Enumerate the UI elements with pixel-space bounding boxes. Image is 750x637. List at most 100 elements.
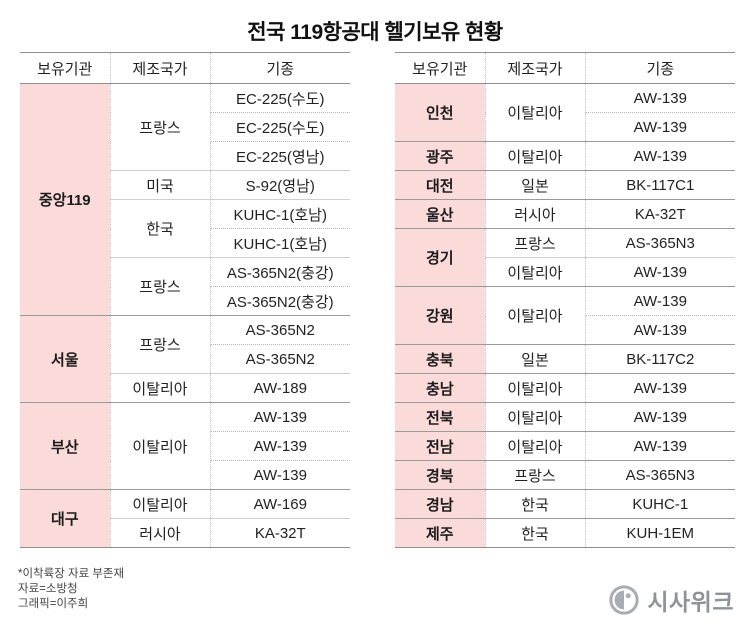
table-row: 중앙119 프랑스 EC-225(수도) xyxy=(20,83,350,316)
org-cell: 전북 xyxy=(395,402,485,432)
header-row: 보유기관 제조국가 기종 xyxy=(20,52,350,84)
country-cell: 프랑스 xyxy=(109,83,210,171)
table-row: EC-225(수도) xyxy=(20,112,350,142)
model-cell: KUHC-1(호남) xyxy=(209,199,350,229)
table-row: 이탈리아 AW-189 xyxy=(20,373,350,403)
country-cell: 이탈리아 xyxy=(484,141,585,171)
left-table: 보유기관 제조국가 기종 중앙119 프랑스 EC-225(수도) EC-225(수도) EC… xyxy=(20,52,350,548)
column-header: 기종 xyxy=(209,52,350,84)
org-cell: 울산 xyxy=(395,199,485,229)
org-cell: 경남 xyxy=(395,489,485,519)
table-row: 전남 이탈리아 AW-139 xyxy=(395,431,735,461)
model-cell: AS-365N3 xyxy=(584,228,735,258)
org-cell: 충남 xyxy=(395,373,485,403)
model-cell: AS-365N2 xyxy=(209,315,350,345)
country-cell: 일본 xyxy=(484,344,585,374)
model-cell: KUHC-1 xyxy=(584,489,735,519)
model-cell: KUH-1EM xyxy=(584,518,735,548)
table-row: 경북 프랑스 AS-365N3 xyxy=(395,460,735,490)
org-cell: 광주 xyxy=(395,141,485,171)
model-cell: KA-32T xyxy=(209,518,350,548)
table-row: AS-365N2 xyxy=(20,344,350,374)
model-cell: EC-225(수도) xyxy=(209,83,350,113)
column-header: 보유기관 xyxy=(20,52,110,84)
model-cell: AW-139 xyxy=(584,141,735,171)
org-cell: 인천 xyxy=(395,83,485,142)
country-cell: 프랑스 xyxy=(109,257,210,316)
table-row: 서울 프랑스 AS-365N2 xyxy=(20,315,350,403)
org-cell: 충북 xyxy=(395,344,485,374)
sisaweek-logo: 시사위크 xyxy=(608,583,734,617)
table-row: AW-139 xyxy=(20,431,350,461)
org-cell: 중앙119 xyxy=(20,83,110,316)
table-row: 충남 이탈리아 AW-139 xyxy=(395,373,735,403)
table-row: AW-139 xyxy=(395,112,735,142)
model-cell: AW-139 xyxy=(209,402,350,432)
country-cell: 러시아 xyxy=(484,199,585,229)
model-cell: BK-117C2 xyxy=(584,344,735,374)
table-row: 경기 프랑스 AS-365N3 xyxy=(395,228,735,287)
table-row: 미국 S-92(영남) xyxy=(20,170,350,200)
model-cell: AW-139 xyxy=(584,257,735,287)
table-row: 전북 이탈리아 AW-139 xyxy=(395,402,735,432)
country-cell: 한국 xyxy=(109,199,210,258)
model-cell: EC-225(수도) xyxy=(209,112,350,142)
country-cell: 일본 xyxy=(484,170,585,200)
column-header: 제조국가 xyxy=(484,52,585,84)
model-cell: BK-117C1 xyxy=(584,170,735,200)
model-cell: AW-139 xyxy=(584,373,735,403)
table-row: 충북 일본 BK-117C2 xyxy=(395,344,735,374)
table-row: 광주 이탈리아 AW-139 xyxy=(395,141,735,171)
right-table: 보유기관 제조국가 기종 인천 이탈리아 AW-139 AW-139 광주 이탈리아 AW-139… xyxy=(395,52,735,548)
country-cell: 이탈리아 xyxy=(484,83,585,142)
table-row: 제주 한국 KUH-1EM xyxy=(395,518,735,548)
table-row: 프랑스 AS-365N2(충강) xyxy=(20,257,350,316)
country-cell: 프랑스 xyxy=(484,228,585,258)
org-cell: 강원 xyxy=(395,286,485,345)
model-cell: EC-225(영남) xyxy=(209,141,350,171)
country-cell: 이탈리아 xyxy=(484,257,585,287)
model-cell: AS-365N2(충강) xyxy=(209,286,350,316)
country-cell: 프랑스 xyxy=(484,460,585,490)
model-cell: AW-139 xyxy=(209,431,350,461)
model-cell: AS-365N2(충강) xyxy=(209,257,350,287)
model-cell: AW-139 xyxy=(584,112,735,142)
table-row: EC-225(영남) xyxy=(20,141,350,171)
org-cell: 경북 xyxy=(395,460,485,490)
model-cell: S-92(영남) xyxy=(209,170,350,200)
column-header: 제조국가 xyxy=(109,52,210,84)
country-cell: 이탈리아 xyxy=(109,402,210,490)
table-row: 울산 러시아 KA-32T xyxy=(395,199,735,229)
country-cell: 한국 xyxy=(484,489,585,519)
sisaweek-logo-icon xyxy=(609,585,640,615)
page-title: 전국 119항공대 헬기보유 현황 xyxy=(247,21,503,44)
country-cell: 이탈리아 xyxy=(109,489,210,519)
country-cell: 미국 xyxy=(109,170,210,200)
logo-text: 시사위크 xyxy=(647,589,734,615)
country-cell: 이탈리아 xyxy=(109,373,210,403)
table-row: AW-139 xyxy=(395,315,735,345)
country-cell: 한국 xyxy=(484,518,585,548)
table-row: 한국 KUHC-1(호남) xyxy=(20,199,350,258)
org-cell: 경기 xyxy=(395,228,485,287)
table-row: 인천 이탈리아 AW-139 xyxy=(395,83,735,142)
table-row: 러시아 KA-32T xyxy=(20,518,350,548)
model-cell: AW-139 xyxy=(584,402,735,432)
country-cell: 이탈리아 xyxy=(484,373,585,403)
model-cell: KUHC-1(호남) xyxy=(209,228,350,258)
table-row: 이탈리아 AW-139 xyxy=(395,257,735,287)
table-row: 대구 이탈리아 AW-169 xyxy=(20,489,350,548)
country-cell: 이탈리아 xyxy=(484,402,585,432)
table-row: 부산 이탈리아 AW-139 xyxy=(20,402,350,490)
model-cell: AS-365N3 xyxy=(584,460,735,490)
model-cell: AW-169 xyxy=(209,489,350,519)
model-cell: AW-189 xyxy=(209,373,350,403)
country-cell: 이탈리아 xyxy=(484,286,585,345)
model-cell: AS-365N2 xyxy=(209,344,350,374)
country-cell: 러시아 xyxy=(109,518,210,548)
footnote: 그래픽=이주희 xyxy=(18,598,89,610)
column-header: 보유기관 xyxy=(395,52,485,84)
country-cell: 이탈리아 xyxy=(484,431,585,461)
org-cell: 부산 xyxy=(20,402,110,490)
footnotes: *이착륙장 자료 부존재 자료=소방청 그래픽=이주희 xyxy=(18,567,124,612)
